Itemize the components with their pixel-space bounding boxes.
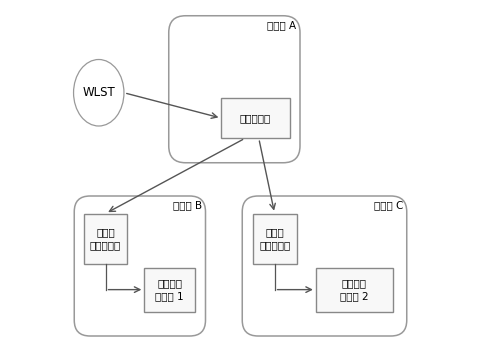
Bar bbox=[144, 268, 194, 312]
Text: 管理対象
サーバ 2: 管理対象 サーバ 2 bbox=[339, 278, 368, 301]
Text: マシン C: マシン C bbox=[373, 200, 402, 210]
Bar bbox=[221, 98, 289, 138]
Bar bbox=[315, 268, 392, 312]
Bar bbox=[252, 214, 296, 264]
Ellipse shape bbox=[73, 60, 124, 126]
Text: マシン B: マシン B bbox=[172, 200, 202, 210]
Text: ノード
マネージャ: ノード マネージャ bbox=[90, 227, 121, 251]
Text: 管理対象
サーバ 1: 管理対象 サーバ 1 bbox=[155, 278, 183, 301]
Text: 管理サーバ: 管理サーバ bbox=[239, 113, 270, 123]
Bar bbox=[84, 214, 127, 264]
FancyBboxPatch shape bbox=[242, 196, 406, 336]
Text: WLST: WLST bbox=[82, 86, 115, 99]
FancyBboxPatch shape bbox=[168, 16, 300, 163]
Text: ノード
マネージャ: ノード マネージャ bbox=[258, 227, 289, 251]
FancyBboxPatch shape bbox=[74, 196, 205, 336]
Text: マシン A: マシン A bbox=[267, 20, 296, 30]
